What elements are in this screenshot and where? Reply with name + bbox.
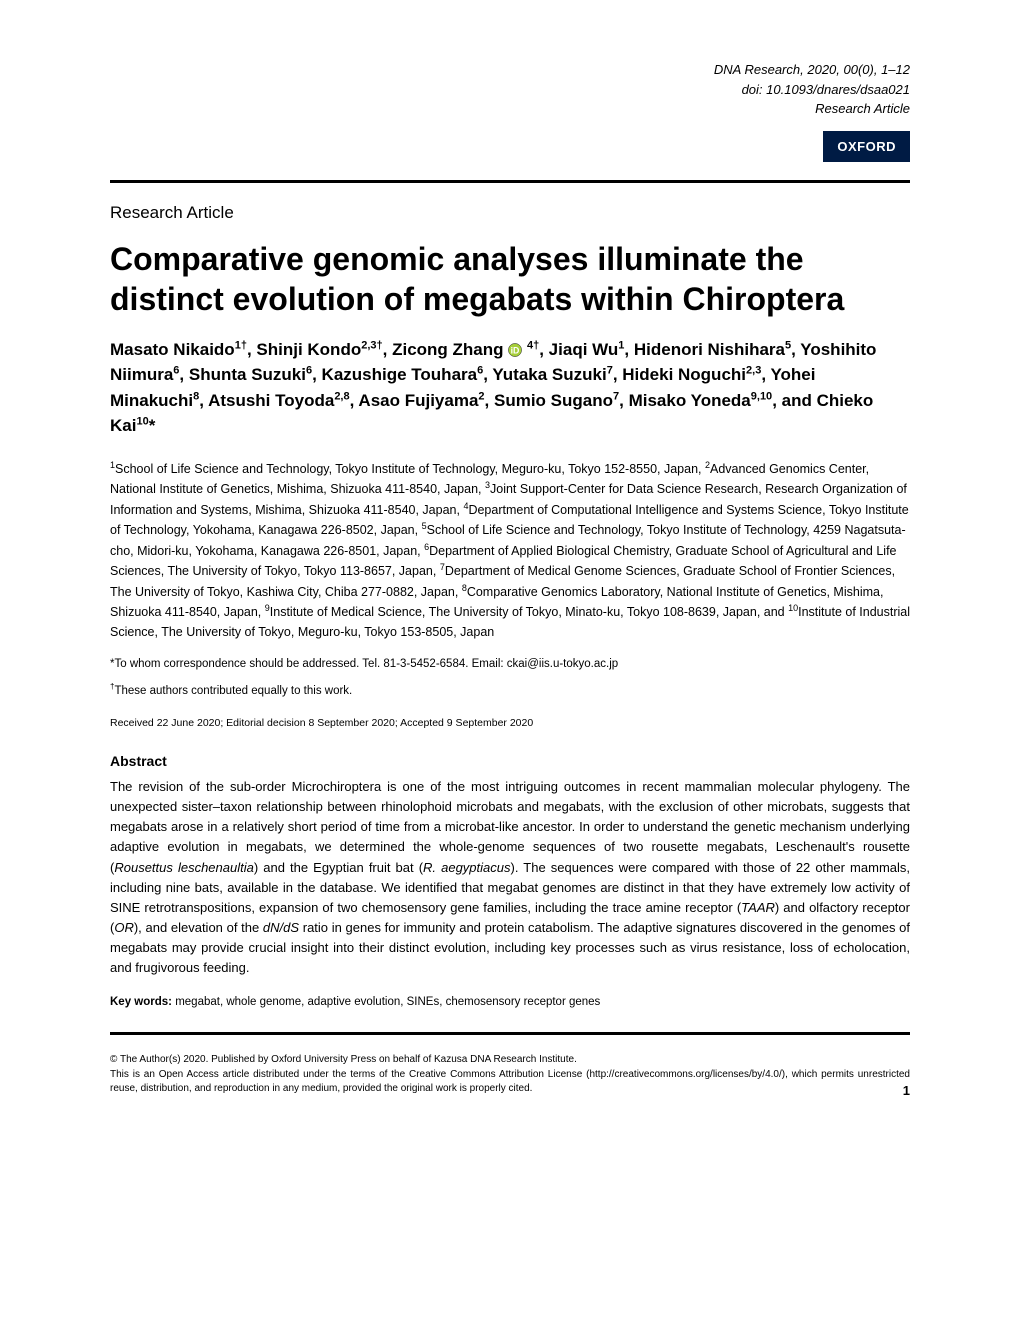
svg-text:iD: iD: [511, 346, 520, 356]
footer: © The Author(s) 2020. Published by Oxfor…: [110, 1053, 910, 1097]
page-number: 1: [903, 1082, 910, 1101]
journal-vol: 2020, 00(0), 1–12: [807, 62, 910, 77]
keywords-text: megabat, whole genome, adaptive evolutio…: [175, 996, 600, 1008]
article-type-meta: Research Article: [110, 99, 910, 119]
section-label: Research Article: [110, 203, 910, 223]
equal-contribution-note: †These authors contributed equally to th…: [110, 682, 910, 697]
divider-bottom: [110, 1032, 910, 1035]
doi: doi: 10.1093/dnares/dsaa021: [110, 80, 910, 100]
copyright-line: © The Author(s) 2020. Published by Oxfor…: [110, 1053, 910, 1068]
license-text: This is an Open Access article distribut…: [110, 1069, 910, 1095]
correspondence: *To whom correspondence should be addres…: [110, 658, 910, 670]
article-dates: Received 22 June 2020; Editorial decisio…: [110, 717, 910, 729]
keywords-label: Key words:: [110, 996, 172, 1008]
journal-name: DNA Research: [714, 62, 800, 77]
divider-top: [110, 180, 910, 183]
journal-meta: DNA Research, 2020, 00(0), 1–12 doi: 10.…: [110, 60, 910, 119]
orcid-icon: iD: [508, 343, 522, 357]
affiliations: 1School of Life Science and Technology, …: [110, 459, 910, 643]
authors-list: Masato Nikaido1†, Shinji Kondo2,3†, Zico…: [110, 337, 910, 439]
article-title: Comparative genomic analyses illuminate …: [110, 239, 910, 319]
publisher-badge: OXFORD: [823, 131, 910, 162]
abstract-heading: Abstract: [110, 753, 910, 769]
abstract-text: The revision of the sub-order Microchiro…: [110, 777, 910, 978]
keywords: Key words: megabat, whole genome, adapti…: [110, 996, 910, 1008]
